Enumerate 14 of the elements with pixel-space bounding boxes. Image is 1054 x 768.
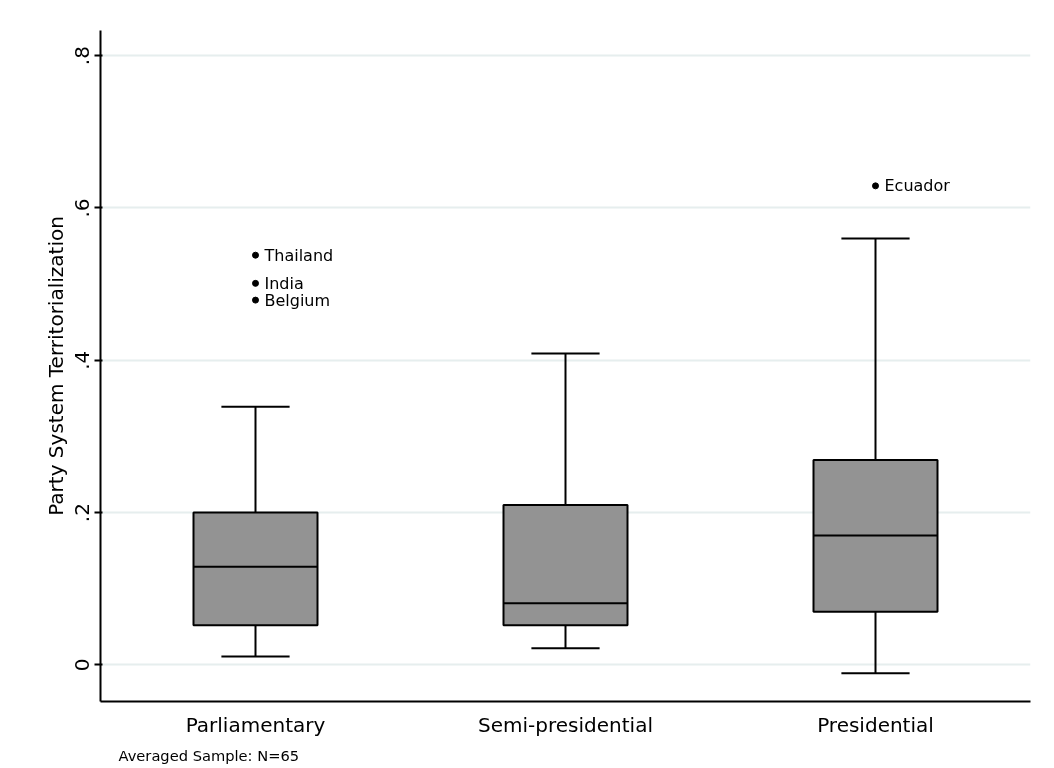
x-tick-label: Parliamentary xyxy=(185,712,326,737)
text: Averaged Sample: N=65 xyxy=(118,746,300,764)
y-tick-label: 0 xyxy=(70,658,95,672)
annotation: Thailand xyxy=(263,245,334,265)
y-tick-label: .8 xyxy=(70,46,95,66)
x-tick-label: Presidential xyxy=(817,712,934,737)
y-tick-label: .6 xyxy=(70,198,95,218)
annotation: Belgium xyxy=(264,290,331,310)
annotation: Ecuador xyxy=(884,176,951,196)
y-tick-label: .2 xyxy=(70,503,95,523)
y-axis-title: Party System Territorialization xyxy=(43,216,68,516)
x-tick-label: Semi-presidential xyxy=(478,712,653,737)
annotation: India xyxy=(264,273,304,293)
y-tick-label: .4 xyxy=(70,350,95,370)
